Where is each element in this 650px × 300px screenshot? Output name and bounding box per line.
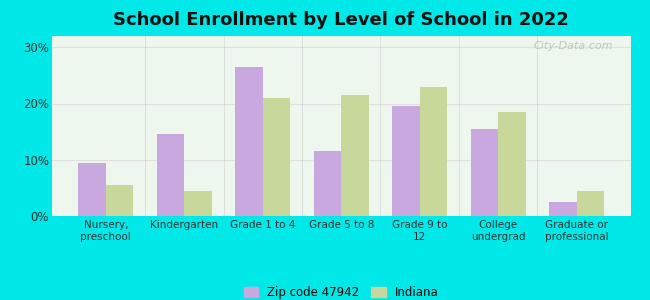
Bar [577, 191, 604, 216]
Bar [106, 185, 133, 216]
Bar [184, 191, 212, 216]
Bar [235, 67, 263, 216]
Bar [157, 134, 184, 216]
Bar [549, 202, 577, 216]
Bar [392, 106, 420, 216]
Bar [314, 151, 341, 216]
Legend: Zip code 47942, Indiana: Zip code 47942, Indiana [239, 281, 443, 300]
Bar [78, 163, 106, 216]
Bar [499, 112, 526, 216]
Title: School Enrollment by Level of School in 2022: School Enrollment by Level of School in … [113, 11, 569, 29]
Bar [263, 98, 291, 216]
Bar [420, 87, 447, 216]
Bar [471, 129, 499, 216]
Bar [341, 95, 369, 216]
Text: City-Data.com: City-Data.com [534, 41, 613, 51]
